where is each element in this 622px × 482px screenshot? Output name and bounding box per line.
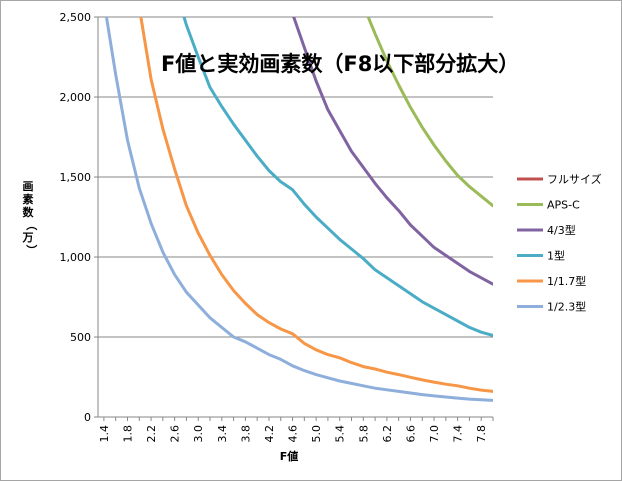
y-tick-label: 2,000 (60, 91, 92, 104)
x-tick-label: 3.4 (216, 425, 229, 443)
x-tick-label: 2.2 (145, 425, 158, 443)
y-axis-title-char: 万 (22, 231, 34, 244)
x-tick-label: 7.0 (428, 425, 441, 443)
x-tick-label: 5.4 (334, 425, 347, 443)
x-tick-label: 6.2 (381, 425, 394, 443)
y-tick-label: 2,500 (60, 11, 92, 24)
series-line-5 (104, 17, 493, 402)
legend-label: 4/3型 (547, 223, 576, 237)
x-tick-label: 3.0 (192, 425, 205, 443)
x-tick-label: 2.6 (169, 425, 182, 443)
x-tick-label: 3.8 (239, 425, 252, 443)
legend-label: APS-C (547, 199, 580, 212)
y-axis-title-char: （ (25, 220, 38, 231)
legend-label: フルサイズ (547, 172, 602, 186)
x-axis-title: F値 (280, 449, 299, 463)
x-tick-label: 5.0 (310, 425, 323, 443)
x-tick-label: 4.2 (263, 425, 276, 443)
y-axis-title-char: 素 (23, 192, 34, 206)
x-tick-label: 1.4 (98, 425, 111, 443)
x-tick-label: 4.6 (287, 425, 300, 443)
series-line-1 (366, 17, 493, 208)
x-tick-label: 7.8 (475, 425, 488, 443)
legend-label: 1型 (547, 249, 565, 263)
y-tick-label: 1,000 (60, 251, 92, 264)
legend-label: 1/2.3型 (547, 300, 586, 314)
x-tick-label: 1.8 (121, 425, 134, 443)
y-axis-title-char: 画 (23, 180, 34, 193)
legend-label: 1/1.7型 (547, 274, 586, 288)
y-tick-label: 0 (84, 411, 91, 424)
series-line-2 (292, 17, 493, 286)
x-tick-label: 5.8 (357, 425, 370, 443)
series-line-4 (139, 17, 493, 393)
x-tick-label: 6.6 (404, 425, 417, 443)
legend: フルサイズ APS-C 4/3型 1型 1/1.7型 1/2.3型 (517, 172, 602, 314)
y-axis-title: 画素数（万） (22, 180, 39, 256)
y-tick-label: 500 (70, 331, 91, 344)
chart-title: F値と実効画素数（F8以下部分拡大） (161, 52, 519, 76)
x-tick-label: 7.4 (452, 425, 465, 443)
series-line-3 (182, 17, 493, 337)
y-axis-title-char: ） (25, 245, 38, 256)
y-axis-title-char: 数 (23, 205, 35, 219)
y-tick-label: 1,500 (60, 171, 92, 184)
